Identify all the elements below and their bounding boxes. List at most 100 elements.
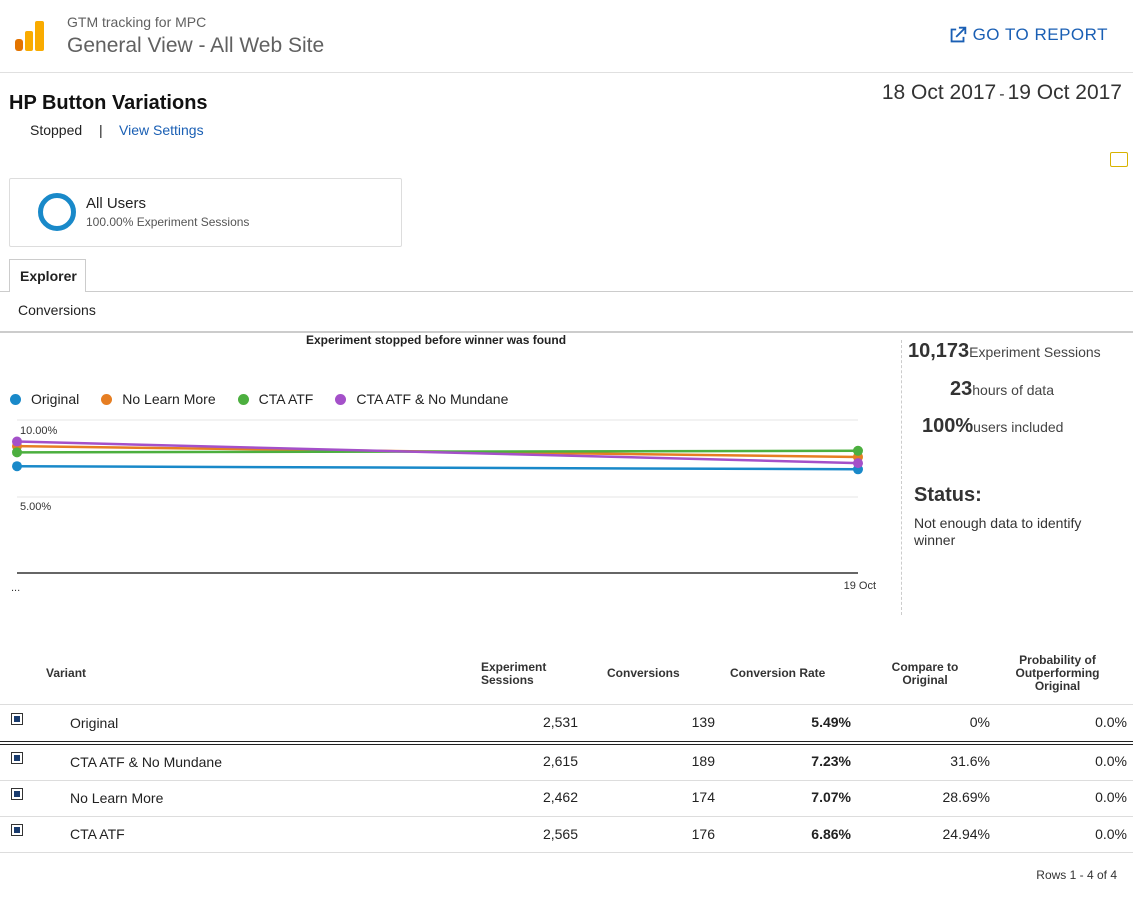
data-point-cta-atf[interactable] xyxy=(12,447,22,458)
cell-rate: 7.23% xyxy=(811,753,851,769)
col-header-rate[interactable]: Conversion Rate xyxy=(730,666,826,680)
col-header-compare[interactable]: Compare to Original xyxy=(891,660,959,687)
legend-dot xyxy=(101,393,113,405)
status-text: Not enough data to identify winner xyxy=(914,515,1082,548)
stat-users-value: 100% xyxy=(922,415,974,437)
col-header-sessions[interactable]: Experiment Sessions xyxy=(481,660,547,687)
date-range-picker[interactable]: 18 Oct 2017-19 Oct 2017 xyxy=(882,81,1122,105)
tab-divider xyxy=(0,291,1133,292)
series-layer xyxy=(12,436,863,475)
legend-dot xyxy=(10,393,21,405)
original-divider xyxy=(0,741,1133,742)
cell-probability: 0.0% xyxy=(1095,714,1127,730)
top-bar: GTM tracking for MPC General View - All … xyxy=(0,0,1133,73)
cell-variant: Original xyxy=(70,715,119,731)
row-checkbox[interactable] xyxy=(11,752,23,764)
cell-sessions: 2,565 xyxy=(542,826,578,842)
tab-explorer[interactable]: Explorer xyxy=(9,259,86,292)
stats-divider xyxy=(901,340,902,615)
view-settings-link[interactable]: View Settings xyxy=(119,122,204,138)
annotation-toggle-icon[interactable] xyxy=(1110,152,1128,167)
segment-card[interactable]: All Users 100.00% Experiment Sessions xyxy=(9,178,402,247)
row-checkbox[interactable] xyxy=(11,788,23,800)
stat-hours: 23 hours of data xyxy=(950,378,1054,401)
analytics-logo-icon xyxy=(15,21,44,51)
row-divider xyxy=(0,816,1133,817)
date-start: 18 Oct 2017 xyxy=(881,81,997,104)
stat-hours-value: 23 xyxy=(950,378,973,400)
stat-users-label: users included xyxy=(973,419,1064,435)
cell-compare: 28.69% xyxy=(942,789,990,805)
row-checkbox[interactable] xyxy=(11,713,23,725)
stat-users: 100% users included xyxy=(922,415,1063,438)
legend-label: CTA ATF & No Mundane xyxy=(356,391,509,407)
experiment-status: Stopped xyxy=(30,122,83,138)
status-heading: Status: xyxy=(914,484,982,506)
data-point-cta-atf-no-mundane[interactable] xyxy=(12,436,22,447)
cell-variant: CTA ATF xyxy=(70,826,125,842)
cell-probability: 0.0% xyxy=(1095,753,1127,769)
cell-sessions: 2,615 xyxy=(542,753,578,769)
cell-probability: 0.0% xyxy=(1095,789,1127,805)
cell-conversions: 176 xyxy=(691,826,715,842)
view-name[interactable]: General View - All Web Site xyxy=(67,34,325,57)
legend-label: CTA ATF xyxy=(258,391,314,407)
stat-sessions: 10,173 Experiment Sessions xyxy=(908,340,1101,363)
go-to-report-button[interactable]: GO TO REPORT xyxy=(947,24,1108,46)
segment-name: All Users xyxy=(86,195,147,212)
data-point-original[interactable] xyxy=(12,461,22,472)
x-tick-label: ... xyxy=(11,582,20,594)
col-header-conversions[interactable]: Conversions xyxy=(607,666,680,680)
y-tick-label: 5.00% xyxy=(20,501,51,513)
status-separator: | xyxy=(99,122,103,138)
legend-label: No Learn More xyxy=(122,391,216,407)
legend-item-original[interactable]: Original xyxy=(10,391,79,407)
stat-sessions-value: 10,173 xyxy=(908,340,970,362)
row-divider xyxy=(0,852,1133,853)
go-to-report-label: GO TO REPORT xyxy=(972,25,1108,44)
date-end: 19 Oct 2017 xyxy=(1007,81,1122,104)
chart-legend: Original No Learn More CTA ATF CTA ATF &… xyxy=(10,391,530,407)
legend-item-cta-atf[interactable]: CTA ATF xyxy=(237,391,314,407)
segment-ring-icon xyxy=(38,193,76,231)
open-external-icon xyxy=(950,26,966,43)
legend-dot xyxy=(237,393,249,405)
series-line-original xyxy=(16,464,859,471)
account-name: GTM tracking for MPC xyxy=(67,14,207,30)
cell-probability: 0.0% xyxy=(1095,826,1127,842)
cell-rate: 6.86% xyxy=(811,826,851,842)
original-divider xyxy=(0,744,1133,745)
cell-conversions: 174 xyxy=(691,789,715,805)
legend-label: Original xyxy=(31,391,80,407)
stat-hours-label: hours of data xyxy=(972,382,1054,398)
cell-conversions: 189 xyxy=(691,753,715,769)
cell-sessions: 2,462 xyxy=(542,789,578,805)
cell-sessions: 2,531 xyxy=(542,714,578,730)
cell-compare: 0% xyxy=(969,714,990,730)
pagination-summary: Rows 1 - 4 of 4 xyxy=(1036,868,1117,882)
cell-rate: 5.49% xyxy=(811,714,851,730)
header-divider xyxy=(0,704,1133,705)
legend-item-cta-atf-no-mundane[interactable]: CTA ATF & No Mundane xyxy=(335,391,508,407)
subtab-conversions[interactable]: Conversions xyxy=(18,302,96,318)
x-tick-label: 19 Oct xyxy=(844,580,876,592)
subtab-divider xyxy=(0,331,1133,333)
segment-subtitle: 100.00% Experiment Sessions xyxy=(86,215,250,229)
row-checkbox[interactable] xyxy=(11,824,23,836)
cell-variant: CTA ATF & No Mundane xyxy=(70,754,222,770)
experiment-title: HP Button Variations xyxy=(9,92,208,114)
col-header-probability[interactable]: Probability of Outperforming Original xyxy=(1015,653,1100,693)
cell-compare: 31.6% xyxy=(950,753,990,769)
chart-title: Experiment stopped before winner was fou… xyxy=(306,333,567,347)
legend-item-no-learn-more[interactable]: No Learn More xyxy=(101,391,216,407)
series-line-cta-atf-no-mundane xyxy=(16,440,859,465)
conversion-rate-chart: 10.00% 5.00% ... 19 Oct xyxy=(11,419,876,594)
col-header-variant[interactable]: Variant xyxy=(46,666,87,680)
cell-rate: 7.07% xyxy=(811,789,851,805)
cell-variant: No Learn More xyxy=(70,790,164,806)
data-point-cta-atf[interactable] xyxy=(853,445,863,456)
y-tick-label: 10.00% xyxy=(20,425,58,437)
legend-dot xyxy=(335,393,347,405)
row-divider xyxy=(0,780,1133,781)
data-point-cta-atf-no-mundane[interactable] xyxy=(853,458,863,469)
